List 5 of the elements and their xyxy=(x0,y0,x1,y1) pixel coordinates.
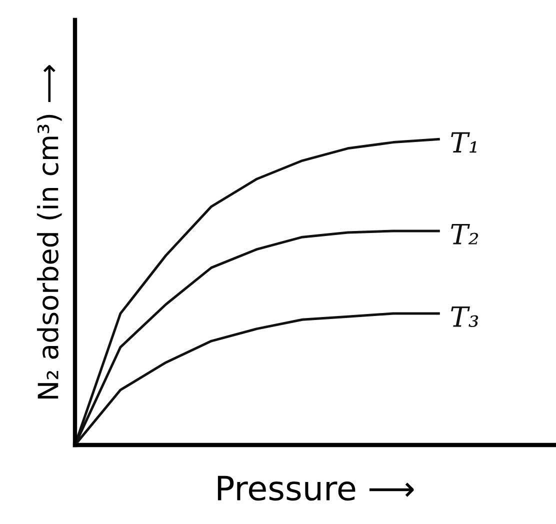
series-label: T₂ xyxy=(451,224,478,244)
series-label: T₁ xyxy=(451,132,476,153)
y-axis-title: N₂ adsorbed (in cm³) ⟶ xyxy=(37,65,62,398)
series-label: T₃ xyxy=(451,306,478,328)
x-axis-title: Pressure ⟶ xyxy=(218,476,414,501)
